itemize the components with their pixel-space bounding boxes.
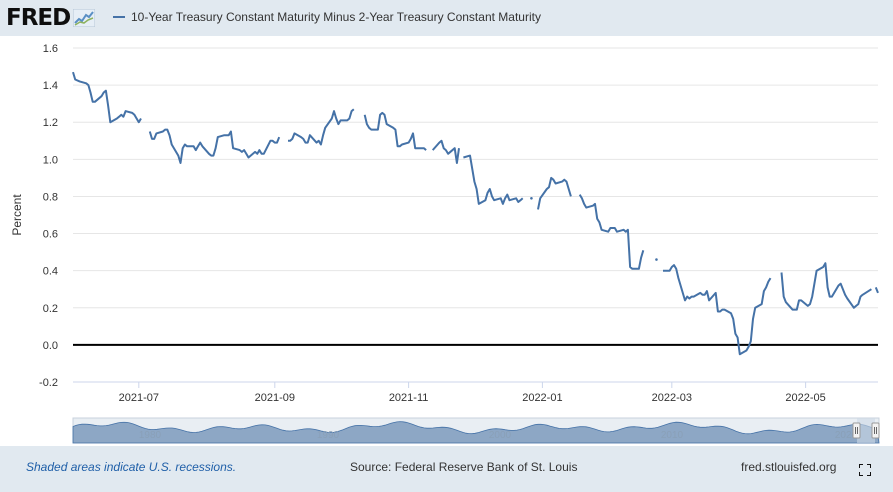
navigator-right-handle[interactable] [871,422,880,439]
x-tick-label: 2021-11 [389,392,429,404]
legend-swatch [113,16,125,18]
grid-lines [73,47,878,383]
y-tick-label: 1.2 [43,117,58,129]
fred-logo[interactable]: FRED [6,5,96,31]
series-point [655,258,658,261]
fullscreen-icon[interactable] [859,464,871,476]
series-line [663,264,772,356]
navigator-label: 1980 [139,430,162,441]
source-text: Source: Federal Reserve Bank of St. Loui… [350,460,578,474]
series-line [148,128,281,164]
x-tick-label: 2022-05 [785,392,825,404]
y-tick-label: 1.0 [43,154,58,166]
navigator-label: 1990 [317,430,340,441]
x-axis-ticks: 2021-07 2021-09 2021-11 2022-01 2022-03 2022-… [119,382,826,404]
chart-header: FRED 10-Year Treasury Constant Maturity … [0,0,893,36]
recession-note-link[interactable]: Shaded areas indicate U.S. recessions. [26,460,237,474]
series-line [288,108,355,146]
site-link[interactable]: fred.stlouisfed.org [741,460,837,474]
y-tick-label: 0.8 [43,191,58,203]
plot-area-background [0,36,893,446]
range-navigator[interactable]: 1980 1990 2000 2010 2020 [72,417,880,444]
chart-legend[interactable]: 10-Year Treasury Constant Maturity Minus… [113,10,541,24]
series-lines [72,71,879,356]
series-line [874,287,879,294]
series-line [363,111,427,151]
series-line [463,154,524,205]
series-point [530,197,533,200]
x-tick-label: 2022-01 [522,392,562,404]
line-chart: 1.61.41.21.00.80.60.40.20.0-0.2 2021-07 2… [10,43,880,444]
y-tick-label: 0.0 [43,340,58,352]
y-axis-label: Percent [10,194,24,236]
fred-graph-icon [73,9,96,27]
navigator-selection[interactable] [857,418,875,443]
series-line [72,71,142,124]
y-tick-label: 0.2 [43,303,58,315]
series-line [578,194,645,270]
x-tick-label: 2021-07 [119,392,159,404]
series-line [780,262,872,311]
x-tick-label: 2021-09 [255,392,295,404]
y-tick-label: 0.4 [43,266,58,278]
y-tick-label: 1.6 [43,43,58,55]
y-tick-label: -0.2 [39,377,58,389]
series-line [431,139,460,164]
navigator-label: 2010 [661,430,684,441]
chart-footer: Shaded areas indicate U.S. recessions. S… [0,446,893,492]
navigator-left-handle[interactable] [852,422,861,439]
x-tick-label: 2022-03 [652,392,692,404]
navigator-label: 2020 [835,430,858,441]
navigator-labels: 1980 1990 2000 2010 2020 [139,430,858,441]
navigator-label: 2000 [489,430,512,441]
y-tick-label: 1.4 [43,80,58,92]
navigator-series-area [72,421,880,444]
series-line [537,176,572,210]
legend-label: 10-Year Treasury Constant Maturity Minus… [131,10,541,24]
fred-logo-text: FRED [6,5,71,31]
y-tick-label: 0.6 [43,229,58,241]
y-axis-ticks: 1.6 1.4 1.2 1.0 0.8 0.6 0.4 0.2 0.0 -0.2 [39,43,58,389]
